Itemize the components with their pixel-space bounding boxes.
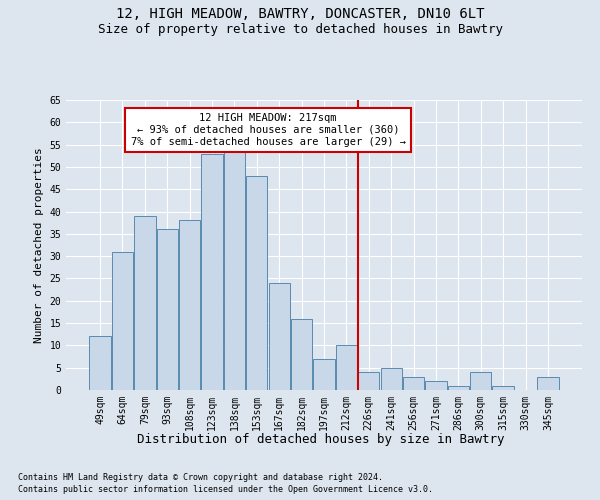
Bar [157, 230, 178, 390]
Bar [224, 149, 245, 390]
Bar [269, 283, 290, 390]
Text: Distribution of detached houses by size in Bawtry: Distribution of detached houses by size … [137, 432, 505, 446]
Bar [403, 376, 424, 390]
Bar [313, 359, 335, 390]
Text: Size of property relative to detached houses in Bawtry: Size of property relative to detached ho… [97, 22, 503, 36]
Bar [493, 386, 514, 390]
Text: Contains public sector information licensed under the Open Government Licence v3: Contains public sector information licen… [18, 485, 433, 494]
Bar [89, 336, 111, 390]
Bar [470, 372, 491, 390]
Text: Contains HM Land Registry data © Crown copyright and database right 2024.: Contains HM Land Registry data © Crown c… [18, 472, 383, 482]
Bar [425, 381, 446, 390]
Bar [134, 216, 155, 390]
Bar [537, 376, 559, 390]
Bar [291, 318, 312, 390]
Y-axis label: Number of detached properties: Number of detached properties [34, 147, 44, 343]
Bar [179, 220, 200, 390]
Bar [202, 154, 223, 390]
Bar [246, 176, 268, 390]
Bar [448, 386, 469, 390]
Text: 12, HIGH MEADOW, BAWTRY, DONCASTER, DN10 6LT: 12, HIGH MEADOW, BAWTRY, DONCASTER, DN10… [116, 8, 484, 22]
Text: 12 HIGH MEADOW: 217sqm
← 93% of detached houses are smaller (360)
7% of semi-det: 12 HIGH MEADOW: 217sqm ← 93% of detached… [131, 114, 406, 146]
Bar [380, 368, 402, 390]
Bar [112, 252, 133, 390]
Bar [358, 372, 379, 390]
Bar [336, 346, 357, 390]
